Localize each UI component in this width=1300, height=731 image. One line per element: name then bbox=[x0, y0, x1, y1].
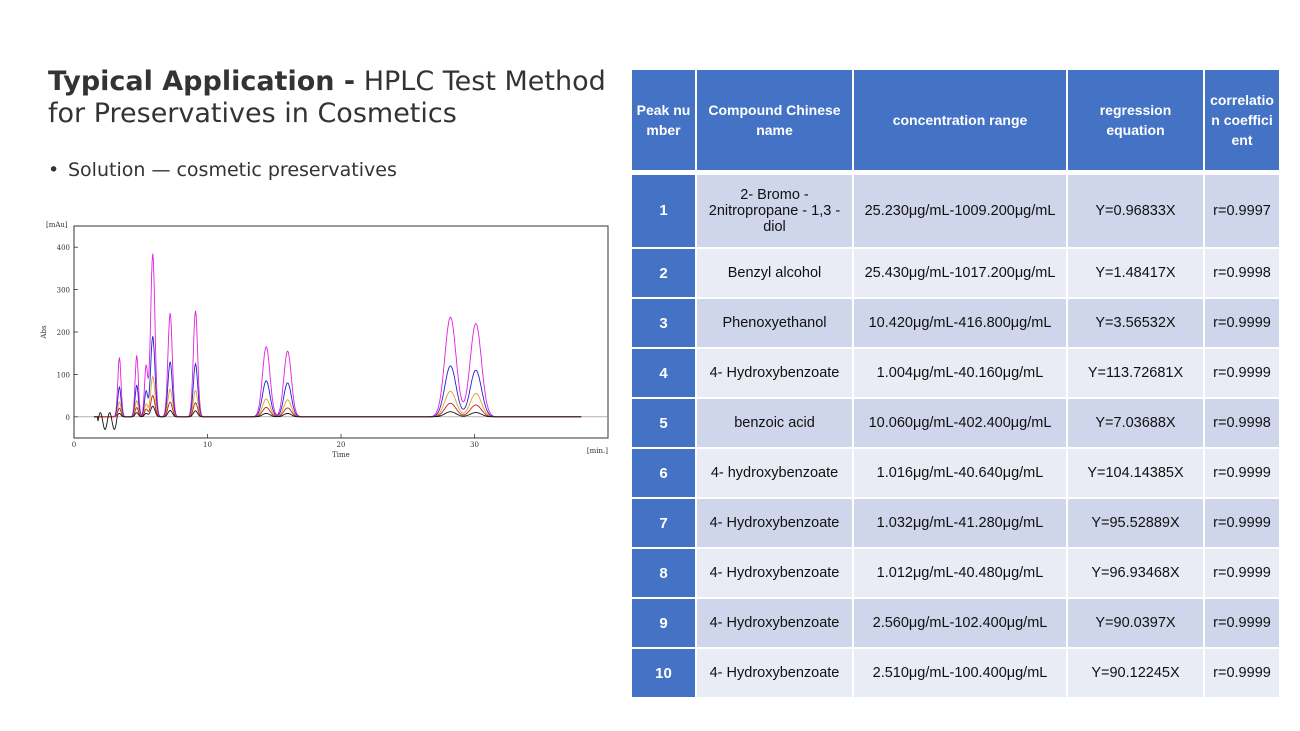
row-compound-name: 4- hydroxybenzoate bbox=[695, 447, 854, 499]
row-concentration-range: 1.012μg/mL-40.480μg/mL bbox=[852, 547, 1068, 599]
x-tick-label: 20 bbox=[337, 441, 346, 449]
table-row: 2 Benzyl alcohol 25.430μg/mL-1017.200μg/mL… bbox=[630, 247, 1281, 299]
row-compound-name: Benzyl alcohol bbox=[695, 247, 854, 299]
row-peak-number: 2 bbox=[630, 247, 697, 299]
y-tick-label: 200 bbox=[57, 329, 70, 337]
row-peak-number: 3 bbox=[630, 297, 697, 349]
row-concentration-range: 25.230μg/mL-1009.200μg/mL bbox=[852, 169, 1068, 249]
title-rest: HPLC Test Method for Preservatives in Co… bbox=[48, 66, 606, 129]
plot-frame bbox=[73, 225, 609, 439]
x-unit-label: [min.] bbox=[587, 447, 608, 455]
table-row: 5 benzoic acid 10.060μg/mL-402.400μg/mL Y=7… bbox=[630, 397, 1281, 449]
row-peak-number: 8 bbox=[630, 547, 697, 599]
row-correlation-coefficient: r=0.9998 bbox=[1203, 397, 1281, 449]
row-peak-number: 10 bbox=[630, 647, 697, 699]
row-correlation-coefficient: r=0.9997 bbox=[1203, 169, 1281, 249]
row-peak-number: 5 bbox=[630, 397, 697, 449]
row-correlation-coefficient: r=0.9999 bbox=[1203, 547, 1281, 599]
header-regression-equation: regression equation bbox=[1066, 68, 1205, 173]
row-compound-name: 4- Hydroxybenzoate bbox=[695, 597, 854, 649]
row-correlation-coefficient: r=0.9999 bbox=[1203, 297, 1281, 349]
row-compound-name: 4- Hydroxybenzoate bbox=[695, 647, 854, 699]
row-compound-name: 4- Hydroxybenzoate bbox=[695, 547, 854, 599]
table-row: 6 4- hydroxybenzoate 1.016μg/mL-40.640μg/m… bbox=[630, 447, 1281, 499]
row-concentration-range: 1.004μg/mL-40.160μg/mL bbox=[852, 347, 1068, 399]
y-tick-label: 100 bbox=[57, 371, 70, 379]
row-regression-equation: Y=90.12245X bbox=[1066, 647, 1205, 699]
y-axis-title: Abs bbox=[40, 325, 48, 340]
x-tick-label: 0 bbox=[72, 441, 76, 449]
row-concentration-range: 2.560μg/mL-102.400μg/mL bbox=[852, 597, 1068, 649]
chromatogram-chart: 0 100 200 300 400 0 10 20 30 [mAu] [min.] Time Abs bbox=[40, 221, 609, 459]
row-regression-equation: Y=0.96833X bbox=[1066, 169, 1205, 249]
y-tick-label: 400 bbox=[57, 244, 70, 252]
row-correlation-coefficient: r=0.9999 bbox=[1203, 647, 1281, 699]
row-correlation-coefficient: r=0.9999 bbox=[1203, 447, 1281, 499]
row-correlation-coefficient: r=0.9999 bbox=[1203, 347, 1281, 399]
bullet-item: • Solution — cosmetic preservatives bbox=[48, 159, 397, 181]
table-row: 8 4- Hydroxybenzoate 1.012μg/mL-40.480μg/m… bbox=[630, 547, 1281, 599]
row-peak-number: 9 bbox=[630, 597, 697, 649]
row-concentration-range: 1.032μg/mL-41.280μg/mL bbox=[852, 497, 1068, 549]
row-compound-name: Phenoxyethanol bbox=[695, 297, 854, 349]
header-correlation-coefficient: correlation coefficient bbox=[1203, 68, 1281, 173]
row-concentration-range: 10.420μg/mL-416.800μg/mL bbox=[852, 297, 1068, 349]
y-unit-label: [mAu] bbox=[46, 221, 68, 229]
row-correlation-coefficient: r=0.9999 bbox=[1203, 597, 1281, 649]
row-regression-equation: Y=95.52889X bbox=[1066, 497, 1205, 549]
table-row: 10 4- Hydroxybenzoate 2.510μg/mL-100.400μg… bbox=[630, 647, 1281, 699]
table-row: 7 4- Hydroxybenzoate 1.032μg/mL-41.280μg/m… bbox=[630, 497, 1281, 549]
header-peak-number: Peak number bbox=[630, 68, 697, 173]
row-concentration-range: 10.060μg/mL-402.400μg/mL bbox=[852, 397, 1068, 449]
table-row: 1 2- Bromo - 2nitropropane - 1,3 - diol 25… bbox=[630, 169, 1281, 249]
row-peak-number: 1 bbox=[630, 169, 697, 249]
x-tick-label: 10 bbox=[203, 441, 212, 449]
row-compound-name: 4- Hydroxybenzoate bbox=[695, 347, 854, 399]
row-regression-equation: Y=113.72681X bbox=[1066, 347, 1205, 399]
row-compound-name: 2- Bromo - 2nitropropane - 1,3 - diol bbox=[695, 169, 854, 249]
row-correlation-coefficient: r=0.9999 bbox=[1203, 497, 1281, 549]
row-peak-number: 7 bbox=[630, 497, 697, 549]
results-table: Peak number Compound Chinese name concen… bbox=[630, 68, 1281, 699]
title-bold: Typical Application - bbox=[48, 66, 356, 97]
row-concentration-range: 2.510μg/mL-100.400μg/mL bbox=[852, 647, 1068, 699]
y-tick-label: 0 bbox=[66, 414, 70, 422]
row-concentration-range: 1.016μg/mL-40.640μg/mL bbox=[852, 447, 1068, 499]
x-axis-title: Time bbox=[332, 451, 350, 459]
row-compound-name: benzoic acid bbox=[695, 397, 854, 449]
x-tick-label: 30 bbox=[470, 441, 479, 449]
row-compound-name: 4- Hydroxybenzoate bbox=[695, 497, 854, 549]
table-row: 9 4- Hydroxybenzoate 2.560μg/mL-102.400μg/… bbox=[630, 597, 1281, 649]
row-regression-equation: Y=3.56532X bbox=[1066, 297, 1205, 349]
row-regression-equation: Y=96.93468X bbox=[1066, 547, 1205, 599]
row-correlation-coefficient: r=0.9998 bbox=[1203, 247, 1281, 299]
table-row: 3 Phenoxyethanol 10.420μg/mL-416.800μg/mL Y… bbox=[630, 297, 1281, 349]
table-header-row: Peak number Compound Chinese name concen… bbox=[630, 68, 1281, 173]
header-concentration-range: concentration range bbox=[852, 68, 1068, 173]
row-regression-equation: Y=7.03688X bbox=[1066, 397, 1205, 449]
header-compound-name: Compound Chinese name bbox=[695, 68, 854, 173]
row-concentration-range: 25.430μg/mL-1017.200μg/mL bbox=[852, 247, 1068, 299]
y-tick-label: 300 bbox=[57, 287, 70, 295]
page-title: Typical Application - HPLC Test Method f… bbox=[48, 66, 638, 130]
row-regression-equation: Y=90.0397X bbox=[1066, 597, 1205, 649]
row-regression-equation: Y=104.14385X bbox=[1066, 447, 1205, 499]
table-row: 4 4- Hydroxybenzoate 1.004μg/mL-40.160μg/m… bbox=[630, 347, 1281, 399]
series-line bbox=[94, 405, 582, 430]
row-peak-number: 6 bbox=[630, 447, 697, 499]
row-regression-equation: Y=1.48417X bbox=[1066, 247, 1205, 299]
bullet-text: Solution — cosmetic preservatives bbox=[68, 159, 397, 181]
row-peak-number: 4 bbox=[630, 347, 697, 399]
table-body: 1 2- Bromo - 2nitropropane - 1,3 - diol 25… bbox=[630, 169, 1281, 699]
bullet-dot-icon: • bbox=[48, 159, 60, 181]
